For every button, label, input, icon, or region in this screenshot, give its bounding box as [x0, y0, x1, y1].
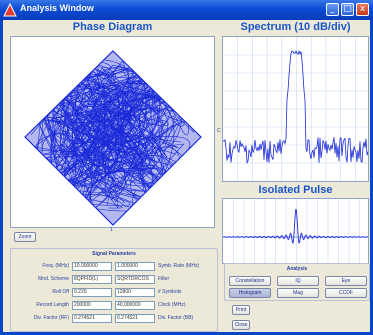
param-right-label: Symb. Rate (MHz): [158, 263, 200, 269]
phase-marker-bottom: 1: [110, 227, 113, 233]
close-icon: x: [359, 4, 366, 14]
minimize-icon: _: [330, 4, 335, 14]
spectrum-canvas: [223, 37, 368, 181]
phase-diagram-plot: [10, 36, 215, 228]
signal-parameters-title: Signal Parameters: [92, 251, 136, 257]
analysis-button-histogram[interactable]: Histogram: [229, 288, 271, 298]
signal-parameters-group: [10, 248, 218, 332]
close-button[interactable]: Close: [232, 320, 250, 330]
param-left-label: Record Length: [36, 302, 69, 308]
param-left-field[interactable]: 200000: [72, 301, 112, 310]
param-left-field[interactable]: 10.000000: [72, 262, 112, 271]
param-left-field[interactable]: 8QPFID(L): [72, 275, 112, 284]
maximize-button[interactable]: □: [341, 3, 354, 16]
param-right-label: Clock (MHz): [158, 302, 186, 308]
analysis-button-mag[interactable]: Mag: [277, 288, 319, 298]
param-left-label: Mod. Scheme: [38, 276, 69, 282]
param-right-label: Filter: [158, 276, 170, 282]
param-right-field[interactable]: 1.000000: [115, 262, 155, 271]
zoom-button[interactable]: Zoom: [14, 232, 36, 242]
param-left-label: Div. Factor (RF): [33, 315, 69, 321]
param-left-label: Roll Off: [52, 289, 69, 295]
param-right-label: Div. Factor (BB): [158, 315, 194, 321]
analysis-group: [224, 263, 370, 301]
param-left-label: Freq. (MHz): [42, 263, 69, 269]
analysis-button-ccdf[interactable]: CCDF: [325, 288, 367, 298]
spectrum-title: Spectrum (10 dB/div): [240, 21, 351, 33]
print-button[interactable]: Print: [232, 305, 250, 315]
window-frame: [0, 20, 373, 335]
phase-diagram-canvas: [24, 50, 202, 226]
maximize-icon: □: [343, 4, 352, 14]
spectrum-plot: [222, 36, 369, 182]
analysis-button-eye[interactable]: Eye: [325, 276, 367, 286]
param-left-field[interactable]: 0.220: [72, 288, 112, 297]
close-window-button[interactable]: x: [356, 3, 369, 16]
analysis-title: Analysis: [286, 266, 308, 272]
param-right-field[interactable]: 12800: [115, 288, 155, 297]
param-left-field[interactable]: 0.274521: [72, 314, 112, 323]
title-bar: [0, 0, 373, 20]
param-right-field[interactable]: 0.274521: [115, 314, 155, 323]
analysis-button-iq[interactable]: IQ: [277, 276, 319, 286]
pulse-canvas: [223, 199, 368, 263]
isolated-pulse-plot: [222, 198, 369, 264]
app-icon: [3, 3, 17, 17]
isolated-pulse-title: Isolated Pulse: [258, 184, 333, 196]
phase-marker-right: C: [217, 128, 221, 134]
phase-diagram-title: Phase Diagram: [72, 21, 153, 33]
analysis-button-constellation[interactable]: Constellation: [229, 276, 271, 286]
window-title: Analysis Window: [20, 3, 94, 13]
param-right-field[interactable]: 40.000000: [115, 301, 155, 310]
param-right-label: # Symbols: [158, 289, 182, 295]
param-right-field[interactable]: SQRTDRCOS: [115, 275, 155, 284]
minimize-button[interactable]: _: [326, 3, 339, 16]
